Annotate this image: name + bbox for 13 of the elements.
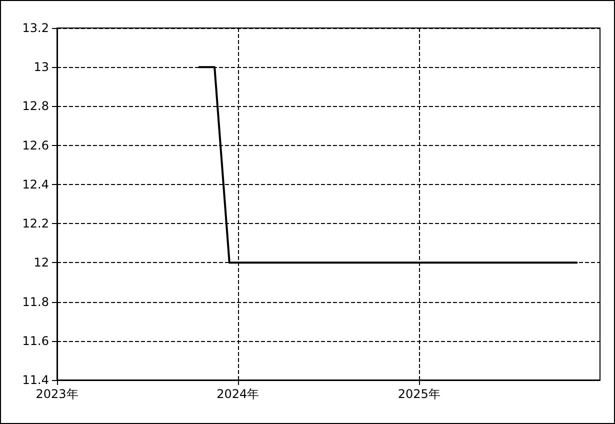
y-tick-label: 12.6 — [22, 138, 49, 152]
x-tick-label: 2023年 — [36, 387, 78, 401]
y-tick-label: 13 — [34, 60, 49, 74]
y-tick-label: 11.8 — [22, 294, 49, 309]
y-tick-label: 13.2 — [22, 21, 49, 35]
x-tick-label: 2024年 — [216, 387, 260, 401]
y-tick-label: 12 — [34, 256, 49, 270]
y-tick-label: 12.4 — [22, 177, 49, 192]
y-tick-label: 12.8 — [22, 99, 49, 114]
y-tick-label: 11.4 — [22, 373, 49, 387]
y-tick-label: 11.6 — [22, 334, 49, 348]
y-tick-label: 12.2 — [22, 216, 49, 231]
x-tick-label: 2025年 — [398, 387, 440, 401]
